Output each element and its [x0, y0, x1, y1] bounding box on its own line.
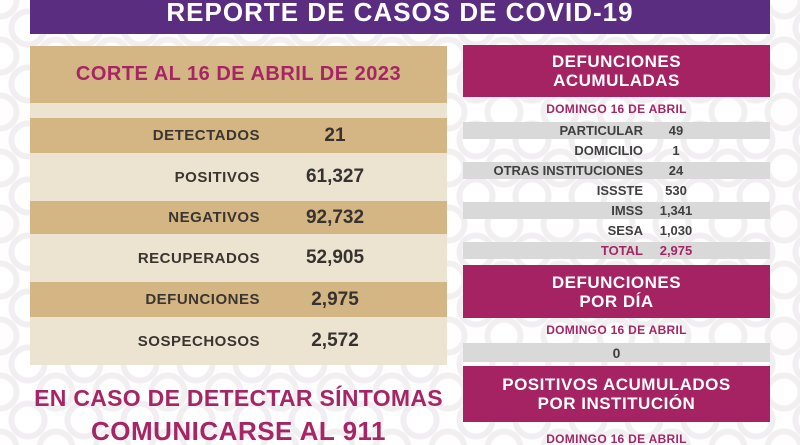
row-value: 1 [672, 143, 680, 158]
row-label: RECUPERADOS [137, 249, 260, 267]
row-value: 2,975 [311, 288, 359, 310]
date-label: DOMINGO 16 DE ABRIL [546, 102, 687, 116]
row-label: NEGATIVOS [168, 209, 260, 226]
defunciones-por-dia-value: 0 [463, 343, 770, 362]
table-row-total: TOTAL 2,975 [463, 242, 770, 259]
row-value: 530 [665, 183, 687, 198]
banner-line-2: ACUMULADAS [553, 71, 680, 90]
row-label: SOSPECHOSOS [137, 332, 260, 350]
date-label: DOMINGO 16 DE ABRIL [546, 432, 687, 445]
positivos-por-institucion-banner: POSITIVOS ACUMULADOS POR INSTITUCIÓN [463, 366, 770, 422]
row-value: 49 [668, 123, 684, 138]
table-row-particular: PARTICULAR 49 [463, 122, 770, 139]
banner-line-1: POSITIVOS ACUMULADOS [502, 375, 731, 394]
notice-line-1: EN CASO DE DETECTAR SÍNTOMAS [34, 385, 443, 411]
banner-line-1: DEFUNCIONES [551, 52, 682, 71]
row-positivos: POSITIVOS 61,327 [30, 153, 447, 201]
row-sospechosos: SOSPECHOSOS 2,572 [30, 317, 447, 365]
defunciones-acumuladas-banner: DEFUNCIONES ACUMULADAS [463, 45, 770, 97]
date-label: DOMINGO 16 DE ABRIL [546, 323, 687, 337]
row-value: 21 [324, 124, 346, 146]
total-label: TOTAL [600, 243, 643, 258]
row-label: SESA [607, 223, 643, 238]
row-negativos: NEGATIVOS 92,732 [30, 201, 447, 234]
row-value: 92,732 [305, 206, 365, 228]
cutoff-date-text: CORTE AL 16 DE ABRIL DE 2023 [75, 63, 402, 85]
row-label: DETECTADOS [152, 127, 260, 144]
table-row-sesa: SESA 1,030 [463, 222, 770, 239]
row-label: IMSS [611, 203, 643, 218]
banner-line-1: DEFUNCIONES [551, 272, 682, 292]
table-row-domicilio: DOMICILIO 1 [463, 142, 770, 159]
row-value: 24 [668, 163, 684, 178]
row-value: 52,905 [305, 247, 365, 268]
defunciones-table: PARTICULAR 49 DOMICILIO 1 OTRAS INSTITUC… [463, 122, 770, 259]
row-label: PARTICULAR [559, 123, 643, 138]
row-label: ISSSTE [596, 183, 643, 198]
cutoff-date-banner: CORTE AL 16 DE ABRIL DE 2023 [30, 46, 447, 103]
row-label: OTRAS INSTITUCIONES [493, 163, 643, 178]
row-label: DOMICILIO [574, 143, 643, 158]
row-defunciones: DEFUNCIONES 2,975 [30, 282, 447, 317]
banner-line-2: POR INSTITUCIÓN [537, 394, 696, 413]
notice-line-2: COMUNICARSE AL 911 [90, 416, 387, 445]
table-row-imss: IMSS 1,341 [463, 202, 770, 219]
details-panel: DEFUNCIONES ACUMULADAS DOMINGO 16 DE ABR… [463, 45, 770, 445]
total-value: 2,975 [659, 243, 693, 258]
row-recuperados: RECUPERADOS 52,905 [30, 234, 447, 282]
row-value: 61,327 [305, 166, 365, 187]
row-label: POSITIVOS [174, 168, 260, 186]
symptoms-notice: EN CASO DE DETECTAR SÍNTOMAS COMUNICARSE… [30, 385, 447, 445]
row-value: 1,341 [659, 203, 693, 218]
row-detectados: DETECTADOS 21 [30, 118, 447, 153]
defunciones-por-dia-banner: DEFUNCIONES POR DÍA [463, 265, 770, 318]
row-value: 2,572 [311, 330, 359, 351]
table-row-otras-instituciones: OTRAS INSTITUCIONES 24 [463, 162, 770, 179]
table-row-issste: ISSSTE 530 [463, 182, 770, 199]
report-title-banner: REPORTE DE CASOS DE COVID-19 [30, 0, 770, 34]
cases-panel: CORTE AL 16 DE ABRIL DE 2023 DETECTADOS … [30, 46, 447, 445]
row-label: DEFUNCIONES [145, 291, 260, 308]
row-value: 1,030 [659, 223, 693, 238]
divider-strip [30, 103, 447, 118]
report-title: REPORTE DE CASOS DE COVID-19 [166, 0, 634, 27]
banner-line-2: POR DÍA [579, 291, 654, 311]
